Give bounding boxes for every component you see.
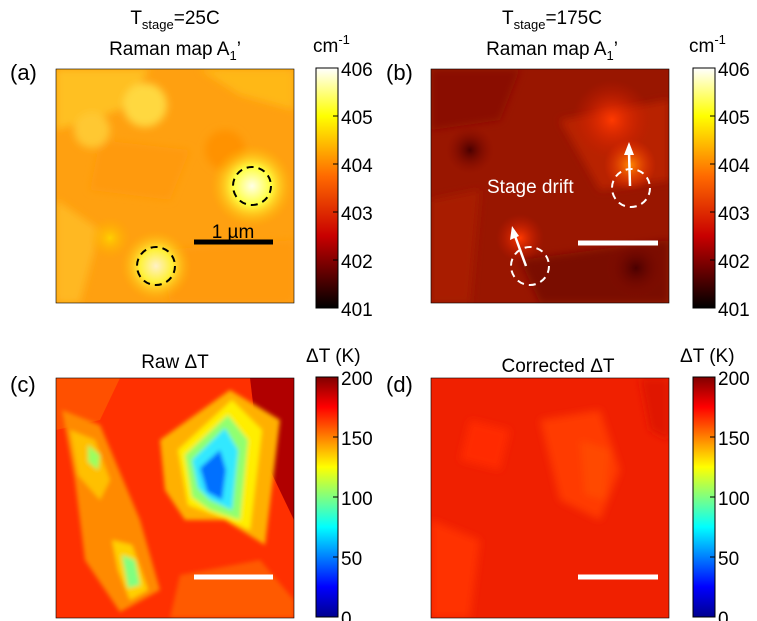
colorbar-ticks-a [333,67,338,309]
scalebar-label-a: 1 µm [212,222,255,243]
colorbar-unit-c: ΔT (K) [306,346,361,367]
panel-title-c: Raw ΔT [141,352,209,373]
panel-b: (b) Tstage=175C Raman map A1’ [386,8,750,321]
heatmap-b-frame [430,68,670,304]
panel-a: (a) Tstage=25C Raman map A1’ 1 µm [10,8,373,321]
colorbar-tick-label-b-403: 403 [718,204,750,225]
heatmap-a [56,69,294,303]
colorbar-tick-label-c-100: 100 [341,489,373,510]
hotspot-circle-a1 [232,166,272,206]
drift-arrow-b1 [624,142,634,187]
colorbar-tick-label-d-100: 100 [718,489,750,510]
panel-c: (c) Raw ΔT ΔT (K) [10,346,373,621]
panel-title-b-line2: Raman map A1’ [486,39,618,63]
colorbar-tick-label-a-402: 402 [341,252,373,273]
colorbar-a: cm-1 406 405 404 403 402 401 [313,32,373,321]
colorbar-tick-label-a-403: 403 [341,204,373,225]
heatmap-d [431,378,669,618]
hotspot-circle-a2 [136,246,176,286]
panel-title-a-line1: Tstage=25C [130,8,219,32]
colorbar-tick-label-b-406: 406 [718,60,750,81]
colorbar-tick-label-a-404: 404 [341,156,373,177]
colorbar-tick-label-d-0: 0 [718,609,729,621]
colorbar-tick-label-a-401: 401 [341,300,373,321]
colorbar-tick-label-d-50: 50 [718,549,739,570]
colorbar-unit-a: cm-1 [313,32,350,57]
heatmap-d-frame [430,377,670,619]
colorbar-tick-label-b-405: 405 [718,108,750,129]
colorbar-tick-label-c-150: 150 [341,429,373,450]
panel-label-a: (a) [10,60,37,85]
heatmap-c [56,378,294,618]
panel-title-d: Corrected ΔT [502,356,615,377]
panel-label-b: (b) [386,60,413,85]
colorbar-c: ΔT (K) 200 150 100 50 0 [306,346,373,621]
heatmap-c-frame [55,377,295,619]
colorbar-tick-label-c-50: 50 [341,549,362,570]
colorbar-tick-label-b-401: 401 [718,300,750,321]
heatmap-a-frame [55,68,295,304]
panel-label-d: (d) [386,372,413,397]
drift-annotation-b: Stage drift [487,177,574,198]
colorbar-ticks-c [333,376,338,618]
colorbar-ticks-b [710,67,715,309]
colorbar-tick-label-c-200: 200 [341,369,373,390]
colorbar-tick-label-d-150: 150 [718,429,750,450]
colorbar-tick-label-c-0: 0 [341,609,352,621]
colorbar-b: cm-1 406 405 404 403 402 401 [689,32,750,321]
colorbar-unit-b: cm-1 [689,32,726,57]
panel-label-c: (c) [10,372,36,397]
drift-circle-b2 [510,246,550,286]
colorbar-d: ΔT (K) 200 150 100 50 0 [680,346,750,621]
panel-title-b-line1: Tstage=175C [502,8,602,32]
colorbar-tick-label-d-200: 200 [718,369,750,390]
colorbar-tick-label-b-404: 404 [718,156,750,177]
colorbar-ticks-d [710,376,715,618]
drift-circle-b1 [611,168,651,208]
colorbar-tick-label-a-406: 406 [341,60,373,81]
drift-arrow-b2 [510,226,528,267]
panel-title-a-line2: Raman map A1’ [109,39,241,63]
colorbar-tick-label-b-402: 402 [718,252,750,273]
colorbar-unit-d: ΔT (K) [680,346,735,367]
colorbar-tick-label-a-405: 405 [341,108,373,129]
panel-d: (d) Corrected ΔT ΔT (K) 2 [386,346,750,621]
